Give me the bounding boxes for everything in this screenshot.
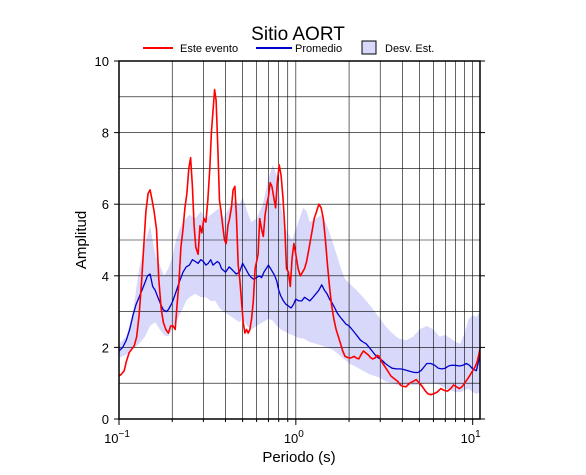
series-line-promedio	[119, 259, 480, 374]
x-tick-label: 100	[284, 429, 304, 446]
plot-frame	[118, 60, 481, 420]
legend-label-event: Este evento	[180, 43, 238, 55]
series-line-este-evento	[119, 88, 480, 396]
legend: Este evento Promedio Desv. Est.	[143, 40, 434, 55]
y-axis-label: Amplitud	[73, 211, 90, 269]
chart-title: Sitio AORT	[251, 24, 345, 45]
y-tick-label: 10	[95, 54, 109, 69]
y-tick-label: 4	[102, 269, 109, 284]
legend-label-mean: Promedio	[295, 43, 342, 55]
legend-label-stddev: Desv. Est.	[385, 43, 434, 55]
x-tick-label: 10−1	[104, 429, 130, 446]
y-tick-label: 6	[102, 197, 109, 212]
stddev-band	[119, 164, 480, 394]
y-tick-label: 2	[102, 340, 109, 355]
y-tick-label: 0	[102, 412, 109, 427]
legend-swatch-stddev	[361, 40, 377, 55]
x-tick-label: 101	[461, 429, 481, 446]
x-axis-label: Periodo (s)	[262, 449, 335, 466]
y-tick-label: 8	[102, 126, 109, 141]
